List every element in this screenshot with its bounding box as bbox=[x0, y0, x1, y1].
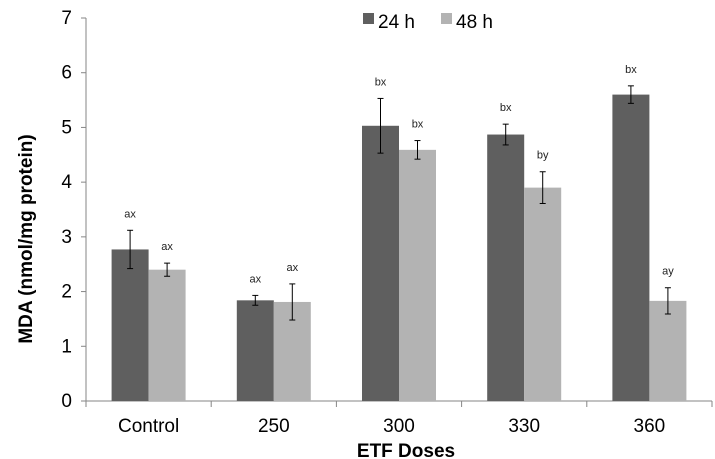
x-tick-label: 330 bbox=[508, 416, 540, 437]
legend-swatch-24h bbox=[363, 13, 374, 24]
y-tick-label: 0 bbox=[61, 391, 72, 412]
significance-label: ay bbox=[662, 266, 674, 278]
y-tick-label: 7 bbox=[61, 8, 72, 29]
significance-label: ax bbox=[161, 241, 173, 253]
legend-label-48h: 48 h bbox=[456, 12, 493, 33]
significance-label: bx bbox=[412, 119, 424, 131]
legend-label-24h: 24 h bbox=[378, 12, 415, 33]
y-tick-label: 5 bbox=[61, 117, 72, 138]
legend-swatch-48h bbox=[441, 13, 452, 24]
bar-48h bbox=[399, 149, 436, 401]
bar-48h bbox=[649, 300, 687, 401]
significance-label: bx bbox=[375, 76, 387, 88]
bar-24h bbox=[236, 300, 274, 401]
y-tick-label: 6 bbox=[61, 63, 72, 84]
x-tick-label: 360 bbox=[634, 416, 666, 437]
x-axis-title: ETF Doses bbox=[357, 441, 455, 459]
bar-48h bbox=[524, 187, 562, 401]
y-axis-title: MDA (nmol/mg protein) bbox=[16, 134, 37, 343]
bar-24h bbox=[362, 125, 399, 401]
bar-48h bbox=[148, 269, 186, 401]
significance-label: ax bbox=[124, 208, 136, 220]
y-tick-label: 2 bbox=[61, 282, 72, 303]
significance-label: bx bbox=[500, 102, 512, 114]
bar-24h bbox=[612, 94, 650, 401]
labels: ax ax bx bx bx ax ax bx by ay bbox=[124, 64, 674, 286]
x-tick-label: 300 bbox=[383, 416, 415, 437]
bars bbox=[111, 85, 687, 401]
y-tick-label: 1 bbox=[61, 336, 72, 357]
x-tick-label: 250 bbox=[258, 416, 290, 437]
significance-label: ax bbox=[286, 262, 298, 274]
legend: 24 h 48 h bbox=[363, 12, 493, 33]
x-tick-label: Control bbox=[118, 416, 179, 437]
significance-label: bx bbox=[625, 64, 637, 76]
y-tick-label: 3 bbox=[61, 227, 72, 248]
bar-24h bbox=[487, 134, 525, 401]
axes: 0 1 2 3 4 5 6 7 Control 250 300 330 360 bbox=[61, 8, 713, 437]
y-tick-label: 4 bbox=[61, 172, 72, 193]
significance-label: ax bbox=[249, 273, 261, 285]
significance-label: by bbox=[537, 150, 549, 162]
bar-24h bbox=[111, 249, 149, 401]
